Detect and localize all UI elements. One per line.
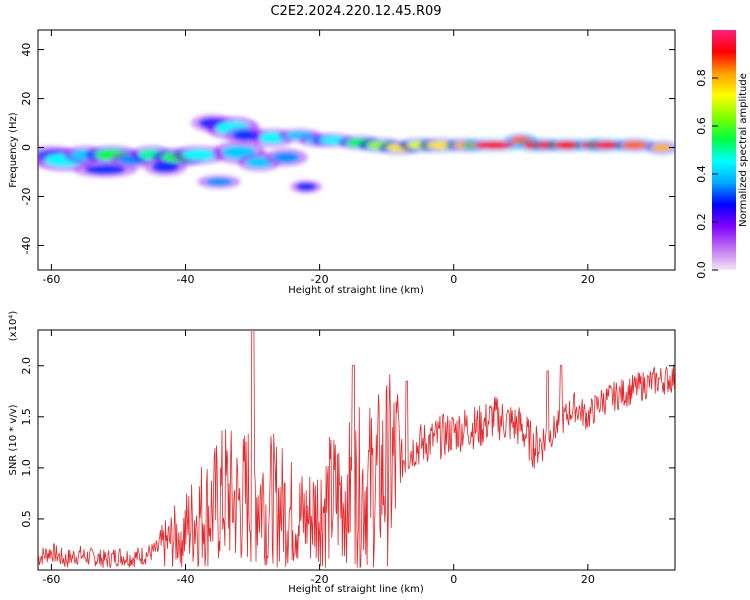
snr-line-clip xyxy=(38,330,675,568)
snr-ytick-label: 1.5 xyxy=(20,408,33,426)
colorbar-tick-label: 0.2 xyxy=(695,213,708,231)
spectrogram-ytick-label: 20 xyxy=(20,92,33,106)
spectrogram-xtick-label: -40 xyxy=(177,273,195,286)
snr-panel: -60 -40 -20 0 20 0.5 1.0 1.5 2.0 Height of strai… xyxy=(8,311,676,595)
spectrogram-xtick-label: -20 xyxy=(311,273,329,286)
colorbar-ticks: 0.0 0.2 0.4 0.6 0.8 xyxy=(695,69,718,279)
snr-ytick-label: 2.0 xyxy=(20,357,33,375)
spectrogram-blob xyxy=(84,165,126,175)
spectrogram-blob xyxy=(205,178,233,186)
spectrogram-heatmap xyxy=(38,114,675,194)
spectrogram-panel: -60 -40 -20 0 20 -40 -20 0 20 40 Height of straig… xyxy=(8,29,676,296)
spectrogram-blob xyxy=(621,141,649,149)
colorbar-label: Normalized spectral amplitude xyxy=(738,73,749,227)
snr-xtick-label: 20 xyxy=(581,573,595,586)
spectrogram-xtick-label: -60 xyxy=(42,273,60,286)
spectrogram-ytick-label: -20 xyxy=(20,188,33,206)
snr-multiplier-label: (x10⁴) xyxy=(8,311,19,342)
spectrogram-ylabel: Frequency (Hz) xyxy=(8,112,19,188)
spectrogram-blob-layer xyxy=(38,114,675,194)
colorbar-tick-label: 0.0 xyxy=(695,261,708,279)
colorbar: 0.0 0.2 0.4 0.6 0.8 Normalized spectral ampl… xyxy=(695,30,749,279)
chart-title: C2E2.2024.220.12.45.R09 xyxy=(270,4,441,19)
spectrogram-ytick-label: 40 xyxy=(20,43,33,57)
spectrogram-blob xyxy=(473,141,515,149)
spectrogram-blob xyxy=(182,150,216,160)
snr-series-line xyxy=(38,330,675,568)
snr-xtick-label: 0 xyxy=(450,573,457,586)
snr-xlabel: Height of straight line (km) xyxy=(288,584,424,595)
snr-ytick-label: 0.5 xyxy=(20,510,33,528)
spectrogram-xtick-label: 0 xyxy=(450,273,457,286)
colorbar-tick-label: 0.6 xyxy=(695,117,708,135)
spectrogram-blob xyxy=(296,183,317,191)
snr-xtick-label: -40 xyxy=(177,573,195,586)
snr-ytick-label: 1.0 xyxy=(20,459,33,477)
spectrogram-ytick-label: 0 xyxy=(20,144,33,151)
spectrogram-xtick-label: 20 xyxy=(581,273,595,286)
spectrogram-blob xyxy=(651,143,672,152)
colorbar-scale xyxy=(712,30,736,270)
spectrogram-blob xyxy=(272,152,300,163)
spectrogram-ticks: -60 -40 -20 0 20 -40 -20 0 20 40 xyxy=(20,30,675,286)
spectrogram-xlabel: Height of straight line (km) xyxy=(288,285,424,296)
colorbar-tick-label: 0.8 xyxy=(695,69,708,87)
snr-ticks: -60 -40 -20 0 20 0.5 1.0 1.5 2.0 xyxy=(20,330,675,586)
colorbar-tick-label: 0.4 xyxy=(695,165,708,183)
snr-ylabel: SNR (10 * v/v) xyxy=(8,404,19,475)
snr-xtick-label: -60 xyxy=(42,573,60,586)
snr-xtick-label: -20 xyxy=(311,573,329,586)
spectrogram-ytick-label: -40 xyxy=(20,237,33,255)
